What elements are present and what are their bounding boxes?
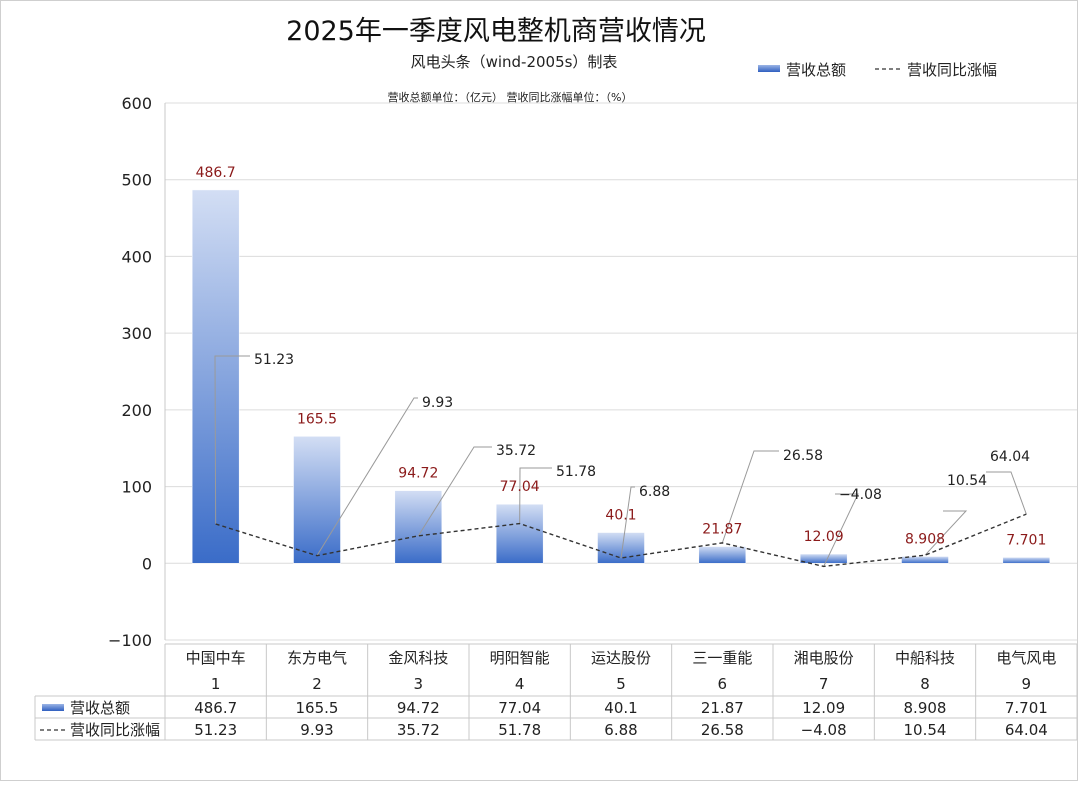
leader-lines [214,355,1027,567]
bar-3 [394,490,443,564]
bar-8 [901,556,949,564]
bar-value-label: 12.09 [804,529,844,545]
data-table: 中国中车 1 486.7 51.23 东方电气 2 165.5 9.93 金风科技 3 94.72 3… [34,643,1078,741]
category-index: 7 [819,675,829,693]
y-tick-label: 500 [121,171,152,190]
line-value-label: 6.88 [639,484,670,500]
bar-value-labels: 486.7 165.5 94.72 77.04 40.1 21.87 12.09 8.908 7… [196,165,1047,548]
category-index: 6 [718,675,728,693]
category-index: 4 [515,675,525,693]
leader-line [316,397,418,556]
table-cell-yoy: 26.58 [701,721,744,739]
table-cell-revenue: 77.04 [498,699,541,717]
table-cell-yoy: 35.72 [397,721,440,739]
yoy-line [215,513,1027,568]
legend: 营收总额 营收同比涨幅 [758,61,997,79]
y-tick-label: 0 [142,554,152,573]
category-index: 8 [920,675,930,693]
table-cell-yoy: 9.93 [300,721,333,739]
bar-2 [293,436,341,564]
bar-value-label: 21.87 [702,522,742,538]
category-label: 三一重能 [692,649,752,667]
category-index: 9 [1022,675,1032,693]
bar-9 [1002,557,1051,564]
line-value-label: 51.23 [254,352,294,368]
bar-value-label: 94.72 [398,466,438,482]
legend-label-yoy: 营收同比涨幅 [907,61,997,79]
table-cell-revenue: 8.908 [904,699,947,717]
category-label: 中国中车 [186,649,246,667]
y-tick-label: 100 [121,478,152,497]
bar-value-label: 8.908 [905,531,945,547]
line-value-label: 10.54 [947,473,987,489]
table-cell-yoy: −4.08 [801,721,847,739]
category-index: 2 [312,675,322,693]
line-value-labels: 51.23 9.93 35.72 51.78 6.88 26.58 −4.08 10.5464… [254,352,1030,503]
y-tick-label: 300 [121,324,152,343]
y-axis-ticks: −100 0 100 200 300 400 500 600 [108,94,152,650]
leader-line [721,450,779,544]
table-cell-revenue: 486.7 [194,699,237,717]
table-cell-yoy: 64.04 [1005,721,1048,739]
bar-value-label: 77.04 [500,479,540,495]
bar-7 [799,553,848,564]
leader-line [214,355,250,524]
legend-label-revenue: 营收总额 [786,61,846,79]
leader-line [823,493,859,567]
line-value-label: 51.78 [556,464,596,480]
y-tick-label: −100 [108,631,152,650]
table-cell-revenue: 21.87 [701,699,744,717]
y-tick-label: 200 [121,401,152,420]
category-label: 明阳智能 [490,649,550,667]
y-tick-label: 400 [121,247,152,266]
leader-line [417,446,492,537]
table-cell-revenue: 94.72 [397,699,440,717]
category-label: 电气风电 [996,649,1056,667]
category-label: 中船科技 [895,649,955,667]
bar-value-label: 165.5 [297,411,337,427]
bar-value-label: 7.701 [1006,532,1046,548]
table-cell-revenue: 40.1 [604,699,637,717]
category-label: 湘电股份 [794,649,854,667]
unit-note: 营收总额单位：（亿元） 营收同比涨幅单位：（%） [388,90,633,104]
bar-value-label: 40.1 [605,508,636,524]
table-row-header-revenue: 营收总额 [70,699,130,717]
leader-line [986,471,1027,515]
table-legend-bar-swatch [42,704,64,711]
category-index: 1 [211,675,221,693]
line-series [215,513,1027,568]
chart-subtitle: 风电头条（wind-2005s）制表 [411,53,618,71]
category-index: 5 [616,675,626,693]
line-value-label: 35.72 [496,443,536,459]
category-label: 金风科技 [388,649,448,667]
line-value-label: 64.04 [990,449,1030,465]
table-cell-yoy: 51.23 [194,721,237,739]
leader-line [620,486,635,559]
bar-value-label: 486.7 [196,165,236,181]
y-tick-label: 600 [121,94,152,113]
leader-line [924,510,968,556]
line-value-label: 26.58 [783,448,823,464]
table-row-header-yoy: 营收同比涨幅 [70,721,160,739]
bar-5 [597,532,645,564]
table-cell-revenue: 12.09 [802,699,845,717]
line-value-label: 9.93 [422,395,453,411]
table-cell-revenue: 165.5 [296,699,339,717]
leader-line [519,467,552,524]
table-cell-revenue: 7.701 [1005,699,1048,717]
legend-bar-swatch [758,65,780,72]
category-label: 东方电气 [287,649,347,667]
chart-title: 2025年一季度风电整机商营收情况 [286,16,706,47]
table-cell-yoy: 51.78 [498,721,541,739]
table-cell-yoy: 10.54 [904,721,947,739]
category-index: 3 [414,675,424,693]
bar-6 [698,546,747,564]
table-cell-yoy: 6.88 [604,721,637,739]
line-value-label: −4.08 [839,487,882,503]
category-label: 运达股份 [591,649,651,667]
